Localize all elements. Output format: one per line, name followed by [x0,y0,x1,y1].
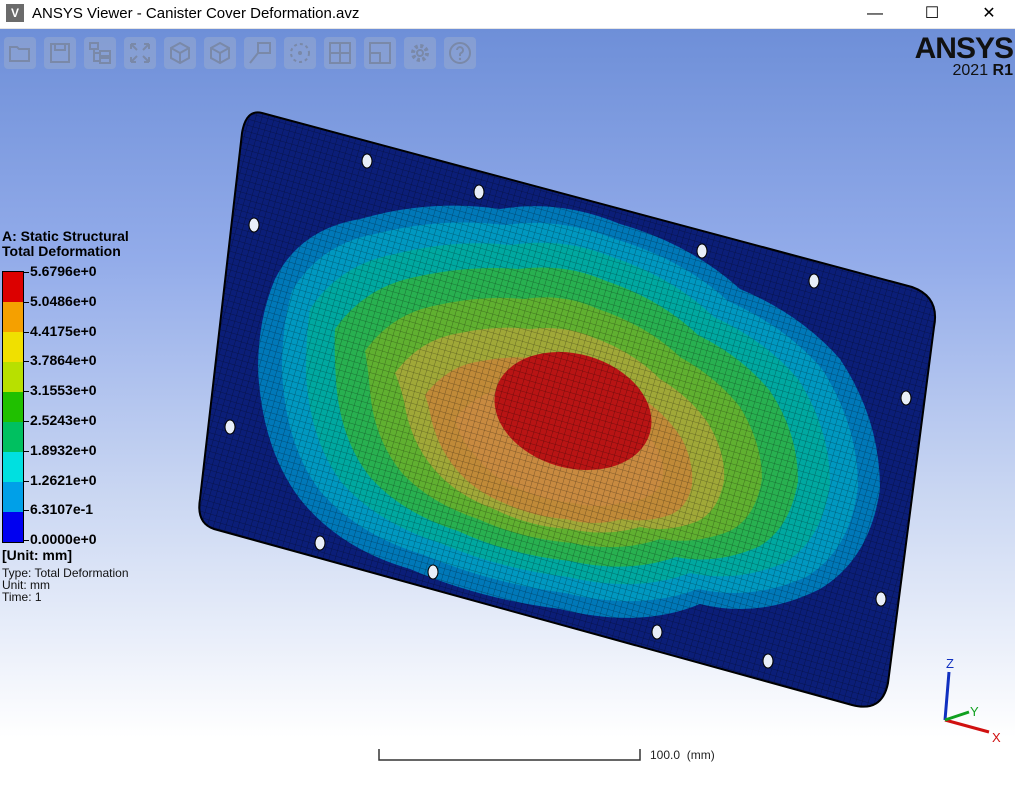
close-button[interactable]: ✕ [982,5,996,22]
app-icon: V [6,4,24,22]
logo-version: 2021 [952,62,989,79]
rotate-icon [290,43,310,63]
cube-icon [210,41,230,65]
viewports-icon [329,42,351,64]
legend-value-5: 2.5243e+0 [30,412,97,428]
ansys-logo: ANSYS 2021 R1 [914,32,1014,79]
legend-band-0 [3,272,23,302]
legend-value-9: 0.0000e+0 [30,531,97,548]
annotation-icon [249,42,271,64]
save-icon [50,43,70,63]
legend-tick-5 [23,421,29,422]
legend-band-2 [3,332,23,362]
model-view[interactable] [0,29,1015,799]
title-bar: V ANSYS Viewer - Canister Cover Deformat… [0,0,1015,29]
bolt-holes [224,153,912,669]
help-button[interactable] [444,37,476,69]
legend-time: Time: 1 [2,590,42,604]
folder-open-icon [9,46,30,62]
cube-iso-icon [170,41,190,65]
legend-tick-3 [23,361,29,363]
rotate-button[interactable] [284,37,316,69]
legend-tick-2 [23,331,29,333]
legend-tick-7 [23,480,29,482]
legend-unit: [Unit: mm] [2,547,72,563]
y-axis [944,710,970,722]
legend-band-8 [3,512,23,542]
x-label: X [992,730,1001,745]
scale-bar-label: 100.0 (mm) [650,748,715,762]
legend-tick-8 [23,510,29,512]
legend-value-7: 1.2621e+0 [30,471,97,488]
zoom-fit-button[interactable] [124,37,156,69]
legend-color-bar [2,271,24,543]
window-button[interactable] [364,37,396,69]
legend-value-2: 4.4175e+0 [30,322,97,339]
tree-icon [89,42,111,64]
legend-value-4: 3.1553e+0 [30,382,97,399]
legend-band-1 [3,302,23,332]
legend-band-6 [3,452,23,482]
z-axis [943,671,951,721]
legend-value-8: 6.3107e-1 [30,501,94,518]
logo-brand: ANSYS [914,32,1014,65]
legend-unit-line: Unit: mm [2,578,50,592]
graphics-viewport[interactable]: ANSYS 2021 R1 [0,29,1015,799]
x-axis [944,718,990,734]
window-title: ANSYS Viewer - Canister Cover Deformatio… [32,5,360,22]
help-icon [449,42,471,64]
iso-view-button[interactable] [164,37,196,69]
contour-legend: A: Static Structural Total Deformation 5… [2,228,129,603]
legend-tick-4 [23,391,29,393]
legend-tick-1 [23,301,29,303]
legend-tick-9 [23,540,29,542]
tree-button[interactable] [84,37,116,69]
scale-value: 100.0 [650,748,681,762]
legend-title-analysis: A: Static Structural [2,228,129,244]
logo-release: R1 [992,62,1013,79]
zoom-fit-icon [130,43,150,63]
legend-band-3 [3,362,23,392]
legend-value-1: 5.0486e+0 [30,292,97,309]
annotate-button[interactable] [244,37,276,69]
legend-type: Type: Total Deformation [2,566,129,580]
legend-tick-6 [23,450,29,452]
scale-bar [378,749,641,761]
legend-title-result: Total Deformation [2,243,121,259]
legend-band-5 [3,422,23,452]
logo-version-line: 2021 R1 [915,62,1014,79]
legend-value-0: 5.6796e+0 [30,263,97,279]
legend-band-4 [3,392,23,422]
save-button[interactable] [44,37,76,69]
settings-button[interactable] [404,37,436,69]
open-button[interactable] [4,37,36,69]
axis-triad: Z X Y [943,656,1001,745]
canister-cover-plate [198,111,936,708]
window-icon [369,42,391,64]
legend-tick-0 [23,272,29,273]
legend-value-3: 3.7864e+0 [30,352,97,369]
legend-value-6: 1.8932e+0 [30,441,97,458]
maximize-button[interactable]: ☐ [924,5,940,22]
viewports-button[interactable] [324,37,356,69]
cube-view-button[interactable] [204,37,236,69]
legend-info: Type: Total Deformation Unit: mm Time: 1 [2,567,129,603]
y-label: Y [970,704,979,719]
z-label: Z [946,656,954,671]
scale-unit: (mm) [686,748,715,762]
gear-icon [411,44,429,62]
legend-band-7 [3,482,23,512]
minimize-button[interactable]: — [867,5,883,22]
